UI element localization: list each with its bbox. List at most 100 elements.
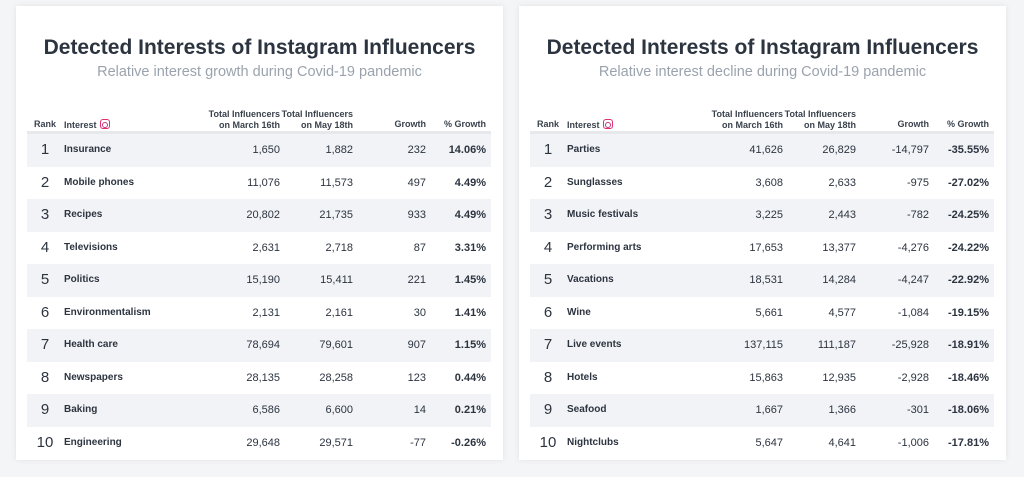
table-row: 10 Nightclubs 5,647 4,641 -1,006 -17.81% [530,427,994,460]
cell-pct-growth: 3.31% [454,241,486,254]
header-may-line1: Total Influencers [784,109,856,119]
cell-march-total: 2,131 [252,306,280,319]
cell-march-total: 78,694 [246,339,280,351]
cell-interest: Engineering [64,436,122,448]
cell-march-total: 11,076 [247,176,280,189]
cell-may-total: 21,735 [319,209,353,221]
cell-rank: 5 [543,271,553,288]
cell-march-total: 41,626 [749,144,783,156]
table-row: 9 Baking 6,586 6,600 14 0.21% [27,394,491,427]
table-row: 1 Parties 41,626 26,829 -14,797 -35.55% [530,134,994,167]
cell-pct-growth: 1.45% [454,274,486,286]
cell-rank: 7 [543,336,553,353]
cell-interest: Health care [64,339,118,350]
cell-march-total: 6,586 [252,404,280,416]
cell-pct-growth: -18.91% [948,339,989,351]
cell-growth: 933 [407,209,426,221]
cell-may-total: 11,573 [320,176,353,189]
cell-may-total: 26,829 [822,144,856,156]
cell-rank: 8 [40,368,50,386]
cell-growth: -782 [906,209,929,221]
cell-growth: 907 [407,339,426,351]
cell-growth: 232 [407,144,426,156]
header-interest-label: Interest [64,120,97,130]
cell-rank: 7 [40,336,50,353]
cell-march-total: 1,667 [755,404,783,416]
interests-table: Rank Interest Total Influencers on March … [27,102,491,459]
cell-march-total: 17,653 [749,241,783,254]
cell-growth: 123 [407,371,426,384]
cell-pct-growth: -24.25% [948,209,989,221]
table-row: 6 Environmentalism 2,131 2,161 30 1.41% [27,297,491,330]
card-subtitle: Relative interest decline during Covid-1… [598,64,927,80]
cell-may-total: 1,882 [325,144,353,156]
cell-pct-growth: 4.49% [454,176,486,189]
cell-growth: -2,928 [897,371,929,384]
cell-may-total: 14,284 [822,274,856,286]
cell-may-total: 29,571 [319,436,353,449]
header-rank: Rank [536,119,559,129]
cell-rank: 10 [36,433,54,451]
cell-growth: -77 [410,436,426,449]
cell-rank: 6 [40,303,50,321]
header-may-line1: Total Influencers [281,109,353,119]
cell-rank: 1 [40,141,50,158]
cell-rank: 9 [543,401,553,418]
table-row: 3 Recipes 20,802 21,735 933 4.49% [27,199,491,232]
header-may: Total Influencers on May 18th [282,109,353,131]
cell-growth: -1,006 [897,436,929,449]
cell-pct-growth: 14.06% [448,144,486,156]
cell-growth: -4,276 [897,241,929,254]
cell-march-total: 15,190 [246,274,280,286]
cell-interest: Sunglasses [567,176,623,188]
table-row: 7 Live events 137,115 111,187 -25,928 -18.91% [530,329,994,362]
cell-interest: Recipes [64,209,103,220]
cell-rank: 1 [543,141,553,158]
card-title: Detected Interests of Instagram Influenc… [43,36,476,59]
header-may: Total Influencers on May 18th [785,109,856,131]
growth-table-card: Detected Interests of Instagram Influenc… [16,6,503,460]
instagram-icon [602,119,613,129]
cell-growth: 497 [407,176,426,189]
cell-may-total: 4,577 [828,306,856,319]
cell-may-total: 2,161 [325,306,353,319]
card-title: Detected Interests of Instagram Influenc… [546,36,979,59]
cell-interest: Nightclubs [567,436,619,448]
cell-growth: -14,797 [891,144,929,156]
cell-interest: Politics [64,274,100,285]
header-march-line1: Total Influencers [208,109,280,119]
cell-interest: Baking [64,404,98,415]
cell-may-total: 28,258 [319,371,353,384]
cell-may-total: 2,443 [828,209,856,221]
cell-march-total: 2,631 [252,241,280,254]
cell-pct-growth: 4.49% [454,209,486,221]
table-row: 6 Wine 5,661 4,577 -1,084 -19.15% [530,297,994,330]
cell-rank: 9 [40,401,50,418]
cell-may-total: 111,187 [817,339,856,351]
cell-rank: 3 [40,206,50,223]
cell-growth: -1,084 [897,306,929,319]
cell-march-total: 29,648 [246,436,280,449]
header-march-line2: on March 16th [218,120,280,130]
cell-interest: Insurance [64,144,112,155]
cell-march-total: 3,608 [755,176,783,189]
cell-growth: 30 [413,306,426,319]
header-growth: Growth [394,119,427,129]
table-row: 8 Newspapers 28,135 28,258 123 0.44% [27,362,491,395]
cell-march-total: 137,115 [744,339,783,351]
header-may-line2: on May 18th [300,120,353,130]
cell-pct-growth: -24.22% [948,241,989,254]
cell-pct-growth: -0.26% [451,436,486,449]
header-interest: Interest [64,119,110,131]
cell-rank: 2 [40,173,50,191]
header-march-line2: on March 16th [721,120,783,130]
header-pct-growth: % Growth [947,119,989,129]
cell-rank: 3 [543,206,553,223]
cell-rank: 8 [543,368,553,386]
cell-growth: -25,928 [891,339,929,351]
header-may-line2: on May 18th [803,120,856,130]
table-row: 1 Insurance 1,650 1,882 232 14.06% [27,134,491,167]
cell-growth: 221 [407,274,426,286]
cell-may-total: 4,641 [828,436,856,449]
cell-growth: 14 [413,404,426,416]
